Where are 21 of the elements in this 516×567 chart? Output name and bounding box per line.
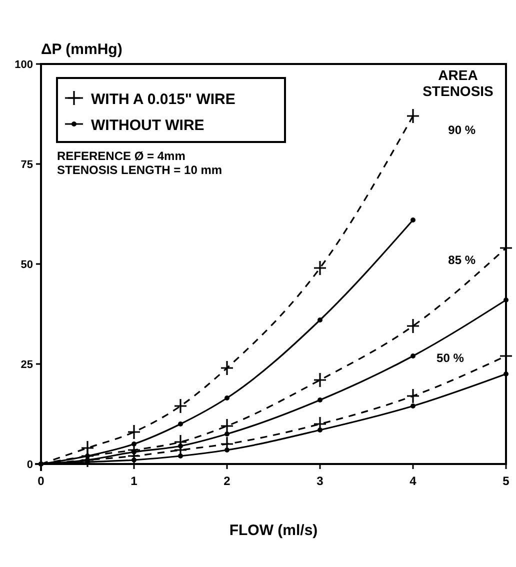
x-tick-label: 3 [316, 474, 324, 488]
y-tick-label: 0 [26, 459, 33, 471]
legend-label: WITHOUT WIRE [91, 117, 204, 134]
y-tick-label: 100 [14, 59, 33, 71]
y-axis-title: ΔP (mmHg) [41, 41, 122, 58]
x-tick-label: 5 [502, 474, 510, 488]
annotation: 85 % [448, 253, 476, 267]
annotation: 90 % [448, 123, 476, 137]
annotation: AREA STENOSIS [422, 67, 494, 99]
y-tick-label: 50 [20, 259, 33, 271]
annotation: STENOSIS LENGTH = 10 mm [57, 163, 222, 177]
x-tick-label: 4 [410, 474, 417, 488]
legend-label: WITH A 0.015" WIRE [91, 91, 236, 108]
y-tick-label: 75 [20, 159, 33, 171]
x-tick-label: 0 [38, 474, 45, 488]
annotation: REFERENCE Ø = 4mm [57, 149, 186, 163]
x-axis-title: FLOW (ml/s) [229, 522, 318, 539]
x-tick-label: 2 [224, 474, 231, 488]
y-tick-label: 25 [20, 359, 33, 371]
annotation: 50 % [436, 351, 464, 365]
x-tick-label: 1 [130, 474, 138, 488]
